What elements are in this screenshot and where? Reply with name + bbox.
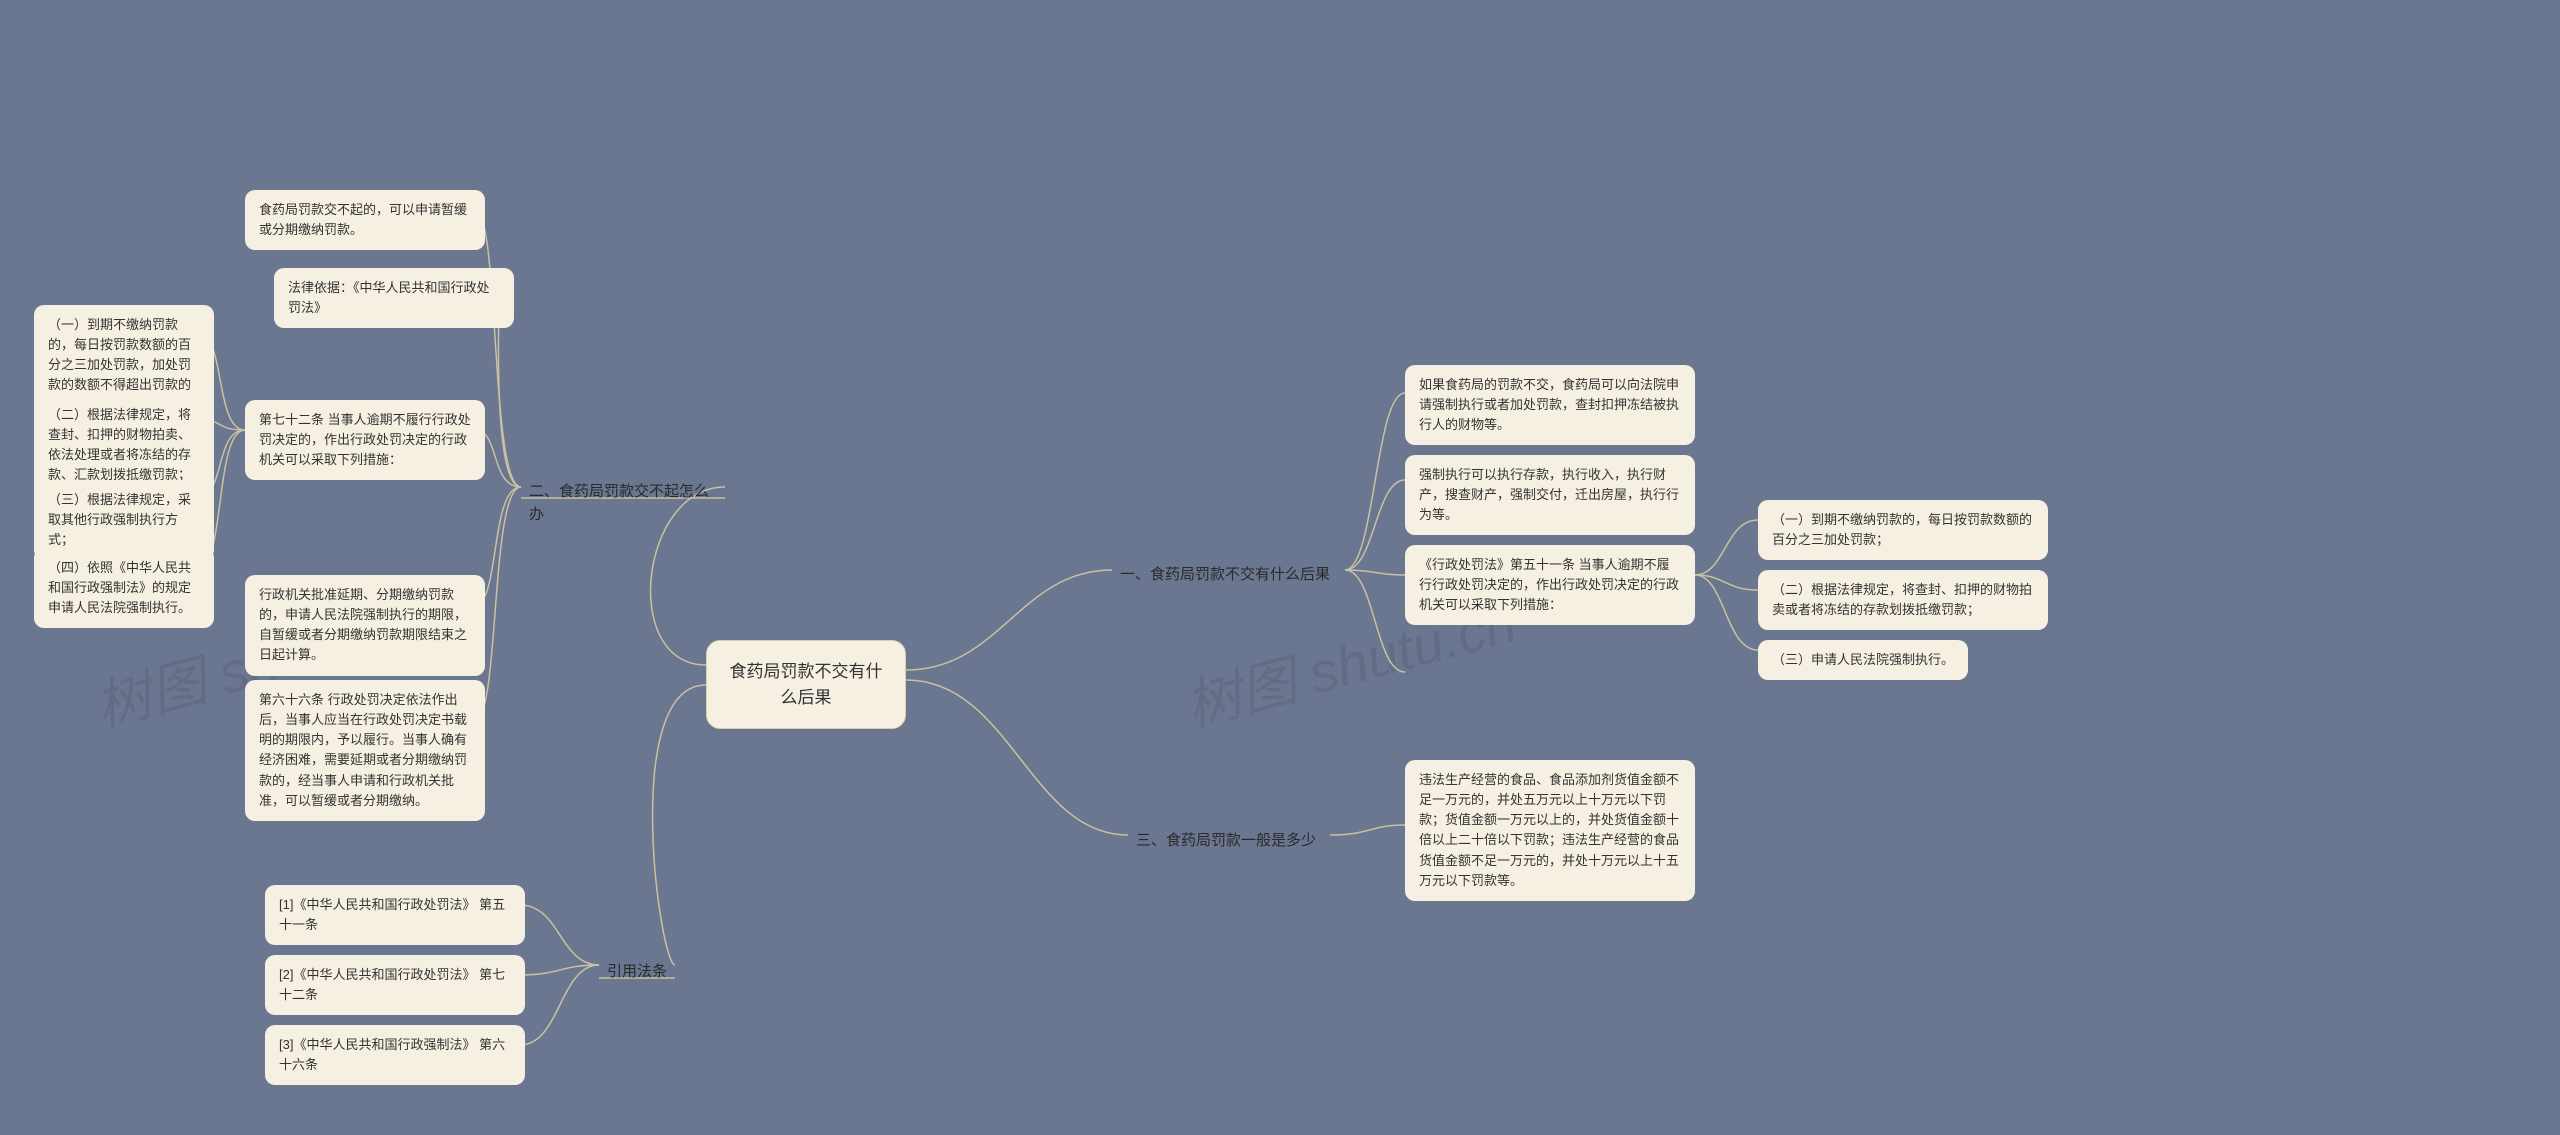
branch-references[interactable]: 引用法条 <box>599 955 679 990</box>
b2-leaf-4[interactable]: 行政机关批准延期、分期缴纳罚款的，申请人民法院强制执行的期限，自暂缓或者分期缴纳… <box>245 575 485 676</box>
b2-leaf-1[interactable]: 食药局罚款交不起的，可以申请暂缓或分期缴纳罚款。 <box>245 190 485 250</box>
b3-leaf-1[interactable]: 违法生产经营的食品、食品添加剂货值金额不足一万元的，并处五万元以上十万元以下罚款… <box>1405 760 1695 901</box>
b1-leaf-4-empty <box>1405 665 1435 685</box>
b2-leaf-2[interactable]: 法律依据：《中华人民共和国行政处罚法》 <box>274 268 514 328</box>
branch-amount[interactable]: 三、食药局罚款一般是多少 <box>1128 824 1328 859</box>
branch-consequences[interactable]: 一、食药局罚款不交有什么后果 <box>1112 558 1347 593</box>
b1c3-sub-3[interactable]: （三）申请人民法院强制执行。 <box>1758 640 1968 680</box>
b1-leaf-3[interactable]: 《行政处罚法》第五十一条 当事人逾期不履行行政处罚决定的，作出行政处罚决定的行政… <box>1405 545 1695 625</box>
branch-cannot-pay[interactable]: 二、食药局罚款交不起怎么办 <box>521 475 731 532</box>
b2c3-sub-4[interactable]: （四）依照《中华人民共和国行政强制法》的规定申请人民法院强制执行。 <box>34 548 214 628</box>
b2-leaf-3[interactable]: 第七十二条 当事人逾期不履行行政处罚决定的，作出行政处罚决定的行政机关可以采取下… <box>245 400 485 480</box>
b1-leaf-2[interactable]: 强制执行可以执行存款，执行收入，执行财产，搜查财产，强制交付，迁出房屋，执行行为… <box>1405 455 1695 535</box>
b1c3-sub-1[interactable]: （一）到期不缴纳罚款的，每日按罚款数额的百分之三加处罚款； <box>1758 500 2048 560</box>
b1-leaf-1[interactable]: 如果食药局的罚款不交，食药局可以向法院申请强制执行或者加处罚款，查封扣押冻结被执… <box>1405 365 1695 445</box>
b2-leaf-5[interactable]: 第六十六条 行政处罚决定依法作出后，当事人应当在行政处罚决定书载明的期限内，予以… <box>245 680 485 821</box>
b4-leaf-3[interactable]: [3]《中华人民共和国行政强制法》 第六十六条 <box>265 1025 525 1085</box>
b4-leaf-1[interactable]: [1]《中华人民共和国行政处罚法》 第五十一条 <box>265 885 525 945</box>
b1c3-sub-2[interactable]: （二）根据法律规定，将查封、扣押的财物拍卖或者将冻结的存款划拨抵缴罚款； <box>1758 570 2048 630</box>
root-node[interactable]: 食药局罚款不交有什么后果 <box>706 640 906 729</box>
b4-leaf-2[interactable]: [2]《中华人民共和国行政处罚法》 第七十二条 <box>265 955 525 1015</box>
